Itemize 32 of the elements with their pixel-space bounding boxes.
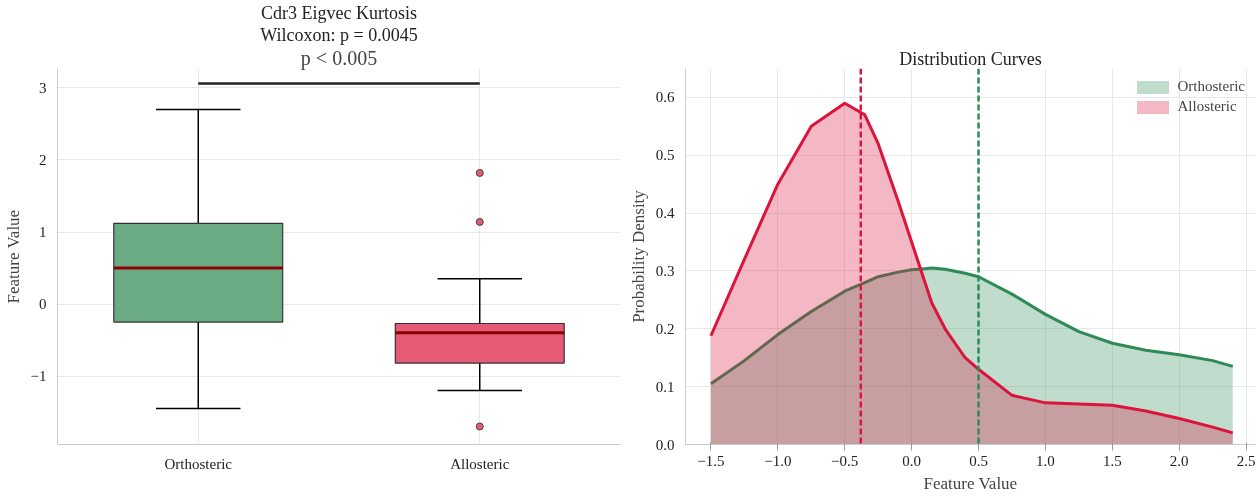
y-tick-label: 0.5: [655, 147, 675, 164]
y-tick-label: 0.1: [655, 378, 675, 395]
annotation: p < 0.005: [300, 46, 378, 70]
x-tick-label: 0.0: [902, 452, 921, 469]
legend-label: Orthosteric: [1177, 78, 1245, 95]
x-tick-label: 1.5: [1102, 452, 1122, 469]
y-tick-label: 0: [39, 296, 47, 313]
y-tick-label: −1: [30, 368, 47, 385]
x-axis-title: Feature Value: [923, 473, 1018, 493]
y-tick-label: 0.3: [655, 262, 675, 279]
x-tick-label: −0.5: [831, 452, 859, 469]
x-tick-label: −1.5: [697, 452, 725, 469]
y-tick-label: 0.6: [655, 89, 675, 106]
y-axis-title: Probability Density: [628, 189, 648, 323]
y-axis-title: Feature Value: [3, 209, 23, 304]
y-tick-label: 0.2: [655, 320, 675, 337]
chart-title: Cdr3 Eigvec Kurtosis: [261, 2, 417, 23]
y-tick-label: 2: [39, 151, 47, 168]
x-tick-label: 1.0: [1036, 452, 1055, 469]
y-tick-label: 0.0: [655, 436, 675, 453]
chart-title: Distribution Curves: [899, 48, 1042, 69]
x-tick-label: Allosteric: [450, 455, 510, 472]
x-tick-label: 2.5: [1236, 452, 1256, 469]
x-tick-label: −1.0: [764, 452, 792, 469]
chart-subtitle: Wilcoxon: p = 0.0045: [260, 24, 418, 45]
y-tick-label: 3: [39, 79, 47, 96]
x-tick-label: 2.0: [1169, 452, 1189, 469]
y-tick-label: 0.4: [655, 205, 675, 222]
x-tick-label: Orthosteric: [164, 455, 233, 472]
y-tick-label: 1: [39, 224, 47, 241]
legend-label: Allosteric: [1177, 98, 1237, 115]
x-tick-label: 0.5: [969, 452, 988, 469]
